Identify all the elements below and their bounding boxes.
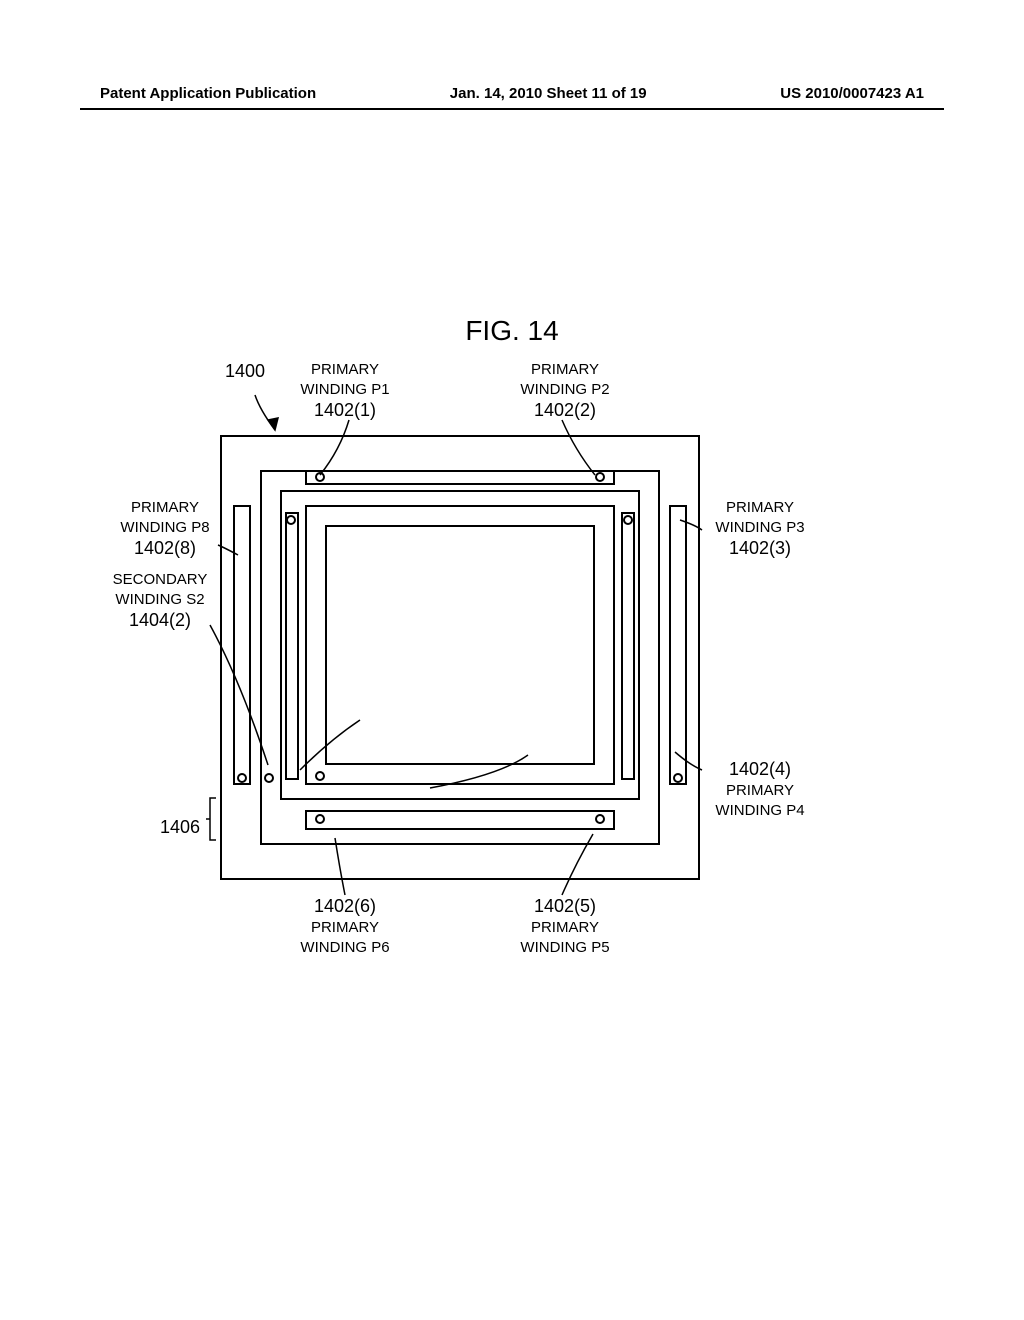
label-p5-name: PRIMARY WINDING P5: [520, 919, 609, 956]
ring-s1-inner: [325, 525, 595, 765]
label-s2-ref: 1404(2): [129, 610, 191, 630]
label-p1-name: PRIMARY WINDING P1: [300, 361, 389, 398]
header-left: Patent Application Publication: [100, 85, 316, 102]
label-s2-name: SECONDARY WINDING S2: [113, 571, 208, 608]
label-p2-ref: 1402(2): [534, 400, 596, 420]
page-header: Patent Application Publication Jan. 14, …: [100, 85, 924, 102]
label-p2: PRIMARY WINDING P2 1402(2): [510, 360, 620, 422]
dot-s2: [264, 773, 274, 783]
label-p4-ref: 1402(4): [729, 759, 791, 779]
dot-p5: [595, 814, 605, 824]
label-s2: SECONDARY WINDING S2 1404(2): [100, 570, 220, 632]
bar-p4: [621, 512, 635, 780]
label-p3-ref: 1402(3): [729, 538, 791, 558]
label-p4: 1402(4) PRIMARY WINDING P4: [705, 758, 815, 820]
label-p6-name: PRIMARY WINDING P6: [300, 919, 389, 956]
bar-p7: [285, 512, 299, 780]
label-p5: 1402(5) PRIMARY WINDING P5: [510, 895, 620, 957]
figure-title: FIG. 14: [0, 315, 1024, 347]
label-p1: PRIMARY WINDING P1 1402(1): [290, 360, 400, 422]
dot-p8-top: [237, 773, 247, 783]
part-ref-1400: 1400: [210, 360, 280, 383]
header-right: US 2010/0007423 A1: [780, 85, 924, 102]
label-p5-ref: 1402(5): [534, 896, 596, 916]
bar-p1p2-top: [305, 470, 615, 485]
dot-p3: [673, 773, 683, 783]
label-p6-ref: 1402(6): [314, 896, 376, 916]
header-center: Jan. 14, 2010 Sheet 11 of 19: [450, 85, 647, 102]
gap-ref-1406: 1406: [150, 816, 210, 839]
label-p8: PRIMARY WINDING P8 1402(8): [110, 498, 220, 560]
bottom-bar: [305, 810, 615, 830]
dot-p2: [595, 472, 605, 482]
bar-p8: [233, 505, 251, 785]
label-p8-ref: 1402(8): [134, 538, 196, 558]
label-p6: 1402(6) PRIMARY WINDING P6: [290, 895, 400, 957]
label-p1-ref: 1402(1): [314, 400, 376, 420]
label-p4-name: PRIMARY WINDING P4: [715, 782, 804, 819]
label-p3: PRIMARY WINDING P3 1402(3): [705, 498, 815, 560]
label-p8-name: PRIMARY WINDING P8: [120, 499, 209, 536]
header-rule: [80, 108, 944, 110]
dot-s1: [315, 771, 325, 781]
dot-p4: [623, 515, 633, 525]
dot-p7: [286, 515, 296, 525]
label-p3-name: PRIMARY WINDING P3: [715, 499, 804, 536]
label-p2-name: PRIMARY WINDING P2: [520, 361, 609, 398]
bar-p3: [669, 505, 687, 785]
transformer-diagram: [220, 435, 700, 880]
dot-p6: [315, 814, 325, 824]
dot-p1: [315, 472, 325, 482]
